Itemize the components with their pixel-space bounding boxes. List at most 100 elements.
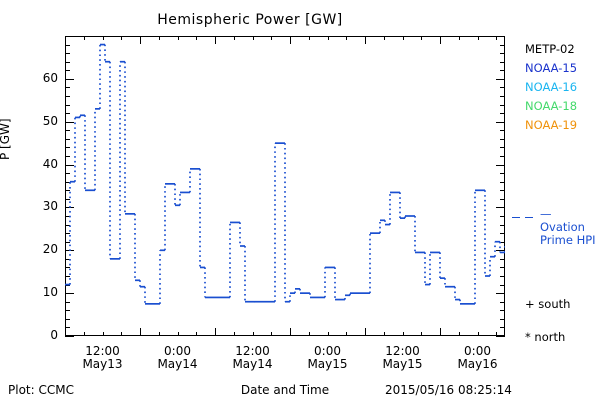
x-tick-label: 0:00 May16	[443, 344, 513, 372]
y-tick-minor	[65, 301, 70, 303]
y-tick-right	[500, 96, 505, 97]
x-tick-minor	[308, 332, 310, 336]
asterisk-icon: *	[525, 330, 531, 344]
y-tick-minor	[65, 61, 70, 63]
x-tick-label-time: 0:00	[314, 344, 341, 358]
y-tick-right	[496, 293, 505, 295]
x-tick-top	[102, 36, 104, 40]
y-tick-minor	[65, 138, 70, 140]
x-tick-label: 0:00 May14	[143, 344, 213, 372]
legend-entry-noaa-19: NOAA-19	[525, 118, 578, 132]
x-tick-top	[290, 36, 291, 44]
y-tick-label: 50	[42, 113, 58, 128]
y-tick-label: 10	[42, 285, 58, 300]
y-tick-minor	[65, 233, 70, 235]
y-tick-right	[496, 336, 505, 337]
x-tick-top	[252, 36, 254, 40]
y-tick-right	[500, 53, 505, 55]
y-tick-minor	[65, 130, 70, 132]
x-tick-label-time: 12:00	[385, 344, 420, 358]
x-tick-minor	[477, 332, 479, 336]
legend-marker-south: + south	[525, 297, 570, 311]
x-tick-top	[327, 36, 329, 40]
y-tick-minor	[65, 87, 70, 89]
y-tick-right	[496, 78, 505, 80]
y-tick-minor	[65, 181, 70, 183]
y-tick-major	[65, 336, 74, 337]
y-tick-right	[500, 181, 505, 183]
y-tick-right	[500, 104, 505, 106]
y-tick-right	[500, 276, 505, 277]
x-tick-top	[177, 36, 179, 40]
y-tick-right	[500, 44, 505, 46]
x-tick-label-date: May14	[232, 357, 273, 372]
x-tick-label-date: May15	[307, 357, 348, 372]
x-tick-top	[346, 36, 348, 40]
y-tick-minor	[65, 198, 70, 200]
y-tick-minor	[65, 267, 70, 269]
y-tick-right	[500, 138, 505, 140]
y-tick-minor	[65, 113, 70, 115]
y-tick-right	[500, 61, 505, 63]
legend-entry-noaa-16: NOAA-16	[525, 80, 578, 94]
x-tick-minor	[83, 332, 85, 336]
legend-ovation-line1: — Ovation	[540, 207, 585, 234]
x-tick-minor	[252, 332, 254, 336]
y-tick-minor	[65, 327, 70, 329]
y-tick-minor	[65, 70, 70, 72]
x-tick-top	[402, 36, 404, 40]
x-tick-minor	[233, 332, 235, 336]
x-tick-major	[215, 328, 216, 336]
y-tick-minor	[65, 147, 70, 149]
x-tick-minor	[121, 332, 123, 336]
y-tick-right	[500, 173, 505, 175]
x-tick-label-date: May14	[157, 357, 198, 372]
x-tick-major	[290, 328, 291, 336]
x-tick-label: 12:00 May13	[68, 344, 138, 372]
x-tick-minor	[196, 332, 198, 336]
y-tick-right	[500, 310, 505, 312]
y-tick-right	[500, 267, 505, 269]
y-tick-right	[500, 198, 505, 200]
y-tick-label: 20	[42, 242, 58, 257]
x-tick-top	[83, 36, 85, 40]
x-tick-label: 12:00 May14	[218, 344, 288, 372]
series-ovation-prime-hpi	[65, 43, 505, 305]
x-tick-top	[383, 36, 385, 40]
x-tick-label-time: 0:00	[164, 344, 191, 358]
y-tick-minor	[65, 310, 70, 312]
x-tick-minor	[271, 332, 273, 336]
x-tick-top	[196, 36, 198, 40]
legend-entry-noaa-18: NOAA-18	[525, 99, 578, 113]
y-tick-major	[65, 121, 74, 123]
x-tick-top	[458, 36, 460, 40]
y-tick-label: 40	[42, 156, 58, 171]
y-tick-right	[496, 250, 505, 252]
y-tick-minor	[65, 190, 70, 192]
legend-marker-north: * north	[525, 330, 565, 344]
x-tick-label-time: 12:00	[235, 344, 270, 358]
y-tick-right	[500, 70, 505, 72]
x-tick-top	[365, 36, 366, 44]
plus-icon: +	[525, 297, 535, 311]
legend-ovation-line2: Prime HPI	[540, 233, 596, 247]
x-tick-top	[496, 36, 498, 40]
y-tick-minor	[65, 216, 70, 217]
legend-entry-metp-02: METP-02	[525, 42, 575, 56]
y-tick-minor	[65, 53, 70, 55]
y-tick-right	[500, 318, 505, 320]
x-axis-title: Date and Time	[240, 383, 330, 397]
y-tick-right	[500, 87, 505, 89]
x-tick-label: 0:00 May15	[293, 344, 363, 372]
x-tick-minor	[327, 332, 329, 336]
y-tick-minor	[65, 258, 70, 260]
x-tick-minor	[421, 332, 423, 336]
y-tick-right	[500, 216, 505, 217]
x-tick-label: 12:00 May15	[368, 344, 438, 372]
y-tick-minor	[65, 318, 70, 320]
x-tick-major	[365, 328, 366, 336]
y-tick-minor	[65, 224, 70, 226]
x-tick-minor	[402, 332, 404, 336]
legend-entry-noaa-15: NOAA-15	[525, 61, 578, 75]
x-tick-minor	[102, 332, 104, 336]
